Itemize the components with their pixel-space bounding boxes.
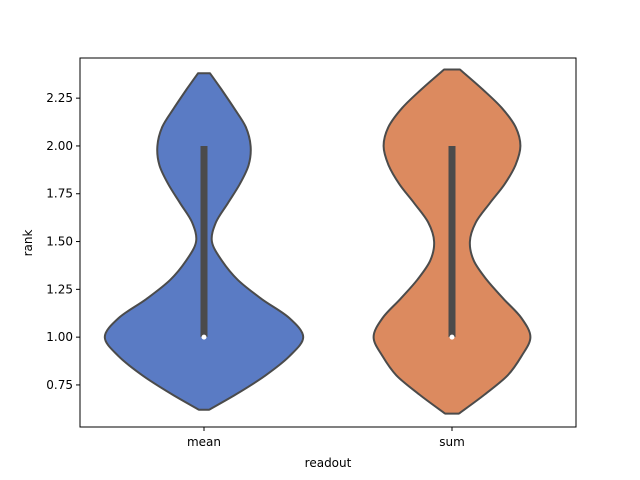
- y-tick-label: 1.25: [46, 282, 73, 296]
- y-tick-label: 1.75: [46, 187, 73, 201]
- y-tick-label: 1.50: [46, 235, 73, 249]
- x-tick-label-mean: mean: [187, 435, 221, 449]
- axes-frame: [79, 57, 577, 428]
- violin-median-sum: [449, 334, 455, 340]
- x-tick-label-sum: sum: [439, 435, 465, 449]
- y-tick-label: 1.00: [46, 330, 73, 344]
- y-tick-label: 2.25: [46, 91, 73, 105]
- violin-median-mean: [201, 334, 207, 340]
- x-axis-label: readout: [305, 456, 352, 470]
- x-axis: mean sum: [187, 427, 465, 449]
- y-axis-label: rank: [21, 230, 35, 257]
- y-tick-label: 0.75: [46, 378, 73, 392]
- y-tick-label: 2.00: [46, 139, 73, 153]
- y-axis: 0.75 1.00 1.25 1.50 1.75 2.00 2.25: [46, 91, 80, 392]
- violins-layer: [103, 68, 532, 415]
